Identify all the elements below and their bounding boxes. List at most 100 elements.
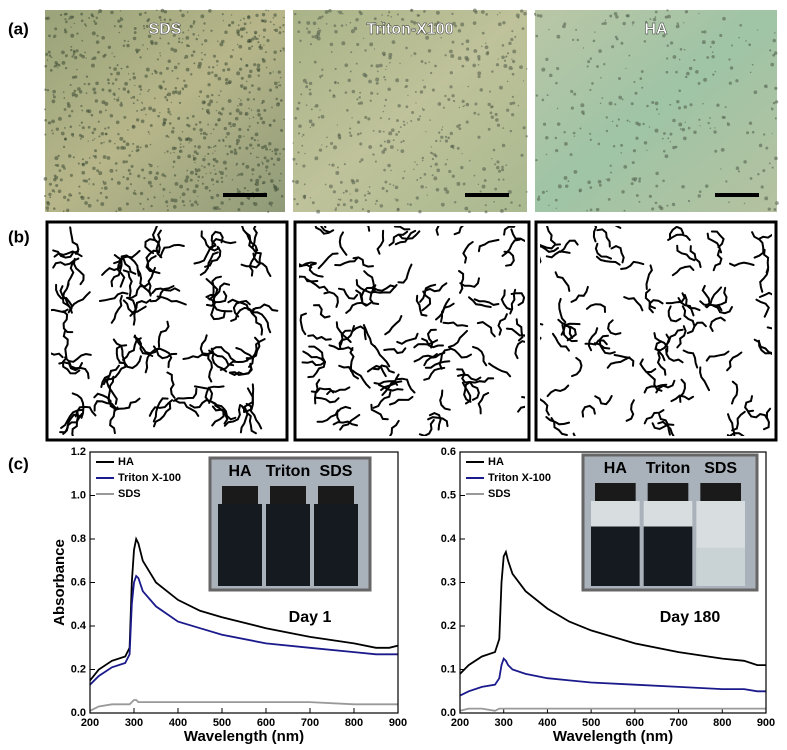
texture-dot — [272, 163, 276, 166]
flake — [156, 295, 187, 306]
texture-dot — [402, 120, 405, 123]
texture-dot — [159, 52, 161, 54]
texture-dot — [431, 88, 435, 92]
texture-dot — [245, 80, 248, 83]
texture-dot — [414, 161, 416, 163]
texture-dot — [132, 102, 135, 105]
y-tick-label: 0.2 — [441, 620, 456, 632]
x-tick-label: 400 — [169, 717, 187, 729]
texture-dot — [385, 68, 387, 70]
texture-dot — [445, 190, 450, 194]
texture-dot — [205, 172, 207, 175]
texture-dot — [181, 87, 184, 90]
vial-liquid — [266, 504, 310, 586]
texture-dot — [435, 10, 440, 15]
texture-dot — [248, 46, 252, 50]
texture-dot — [626, 14, 630, 18]
flake — [705, 286, 723, 309]
texture-dot — [224, 62, 228, 66]
flake — [667, 305, 682, 323]
texture-dot — [456, 181, 461, 186]
texture-dot — [96, 199, 99, 202]
texture-dot — [181, 13, 185, 18]
texture-dot — [224, 145, 227, 147]
texture-dot — [431, 152, 434, 155]
texture-dot — [207, 102, 212, 107]
texture-dot — [669, 103, 672, 106]
texture-dot — [605, 129, 609, 133]
texture-dot — [489, 111, 493, 115]
texture-dot — [207, 152, 210, 156]
texture-dot — [368, 192, 371, 195]
texture-dot — [667, 14, 671, 19]
texture-dot — [182, 145, 185, 148]
texture-dot — [61, 164, 65, 168]
texture-dot — [337, 198, 340, 201]
series-line — [89, 699, 398, 712]
texture-dot — [261, 120, 266, 125]
y-tick-label: 0.1 — [441, 663, 456, 675]
texture-dot — [280, 172, 282, 175]
texture-dot — [82, 179, 86, 183]
flake — [388, 395, 414, 406]
flake — [110, 294, 123, 324]
texture-dot — [77, 87, 81, 91]
texture-dot — [477, 135, 481, 139]
texture-dot — [503, 63, 508, 68]
texture-dot — [462, 182, 466, 186]
texture-dot — [711, 40, 716, 45]
texture-dot — [212, 164, 215, 167]
texture-dot — [482, 167, 486, 171]
texture-dot — [345, 24, 348, 26]
flake — [52, 249, 80, 259]
texture-dot — [643, 40, 647, 43]
texture-dot — [396, 149, 399, 151]
texture-dot — [444, 94, 447, 98]
texture-dot — [128, 172, 132, 176]
texture-dot — [494, 112, 498, 117]
texture-dot — [238, 97, 240, 100]
texture-dot — [317, 27, 320, 30]
texture-dot — [456, 124, 460, 128]
texture-dot — [102, 54, 106, 58]
texture-dot — [466, 47, 470, 51]
texture-dot — [265, 66, 268, 69]
texture-dot — [236, 188, 239, 191]
texture-dot — [321, 15, 324, 18]
texture-dot — [133, 189, 136, 192]
y-tick-label: 0.0 — [441, 707, 456, 719]
texture-dot — [613, 11, 618, 16]
texture-dot — [597, 179, 602, 184]
texture-dot — [248, 118, 251, 120]
series-line — [89, 574, 398, 686]
texture-dot — [163, 121, 166, 125]
texture-dot — [518, 204, 521, 207]
micrograph — [535, 10, 777, 212]
texture-dot — [132, 72, 135, 75]
texture-dot — [248, 91, 251, 94]
texture-dot — [423, 85, 427, 89]
texture-dot — [100, 131, 105, 136]
texture-dot — [334, 67, 337, 71]
texture-dot — [477, 71, 482, 76]
texture-dot — [324, 183, 327, 186]
texture-dot — [435, 187, 440, 192]
texture-dot — [182, 31, 185, 34]
texture-dot — [185, 67, 190, 72]
texture-dot — [511, 58, 513, 60]
texture-dot — [92, 183, 95, 186]
texture-dot — [324, 10, 329, 14]
flake — [372, 390, 392, 409]
texture-dot — [654, 128, 659, 133]
texture-dot — [126, 65, 129, 69]
texture-dot — [119, 17, 124, 22]
texture-dot — [44, 108, 47, 111]
texture-dot — [349, 21, 352, 24]
texture-dot — [605, 178, 607, 180]
flake — [423, 366, 446, 381]
texture-dot — [344, 189, 348, 193]
flake — [706, 232, 723, 254]
flake — [747, 411, 769, 421]
texture-dot — [450, 144, 454, 149]
texture-dot — [181, 130, 184, 133]
